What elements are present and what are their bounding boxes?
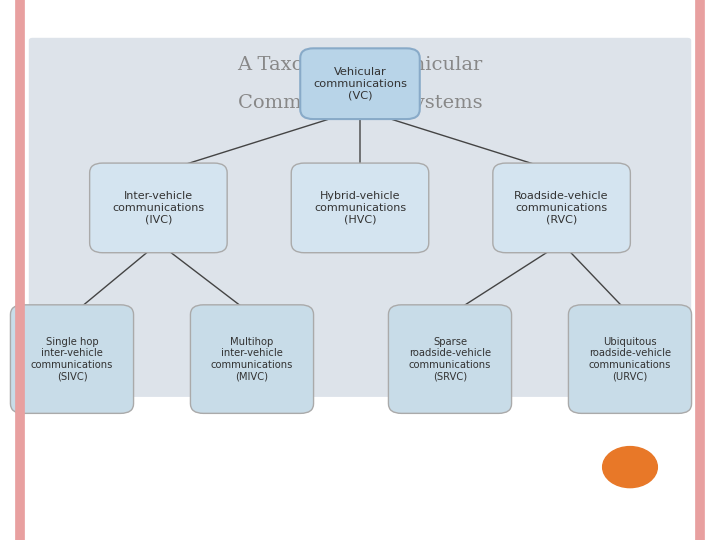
Circle shape bbox=[603, 447, 657, 488]
Text: A Taxonomy of Vehicular: A Taxonomy of Vehicular bbox=[238, 56, 482, 74]
FancyBboxPatch shape bbox=[569, 305, 692, 414]
Text: Multihop
inter-vehicle
communications
(MIVC): Multihop inter-vehicle communications (M… bbox=[211, 337, 293, 381]
Text: Hybrid-vehicle
communications
(HVC): Hybrid-vehicle communications (HVC) bbox=[314, 191, 406, 225]
Text: Sparse
roadside-vehicle
communications
(SRVC): Sparse roadside-vehicle communications (… bbox=[409, 337, 491, 381]
Text: Vehicular
communications
(VC): Vehicular communications (VC) bbox=[313, 67, 407, 100]
FancyBboxPatch shape bbox=[11, 305, 134, 414]
Text: Ubiquitous
roadside-vehicle
communications
(URVC): Ubiquitous roadside-vehicle communicatio… bbox=[589, 337, 671, 381]
FancyBboxPatch shape bbox=[492, 163, 631, 253]
FancyBboxPatch shape bbox=[300, 49, 420, 119]
Text: Inter-vehicle
communications
(IVC): Inter-vehicle communications (IVC) bbox=[112, 191, 204, 225]
FancyBboxPatch shape bbox=[190, 305, 314, 414]
Text: Roadside-vehicle
communications
(RVC): Roadside-vehicle communications (RVC) bbox=[514, 191, 609, 225]
Text: Single hop
inter-vehicle
communications
(SIVC): Single hop inter-vehicle communications … bbox=[31, 337, 113, 381]
FancyBboxPatch shape bbox=[389, 305, 511, 414]
FancyBboxPatch shape bbox=[291, 163, 428, 253]
FancyBboxPatch shape bbox=[29, 38, 691, 397]
FancyBboxPatch shape bbox=[90, 163, 228, 253]
Text: Communication Systems: Communication Systems bbox=[238, 93, 482, 112]
